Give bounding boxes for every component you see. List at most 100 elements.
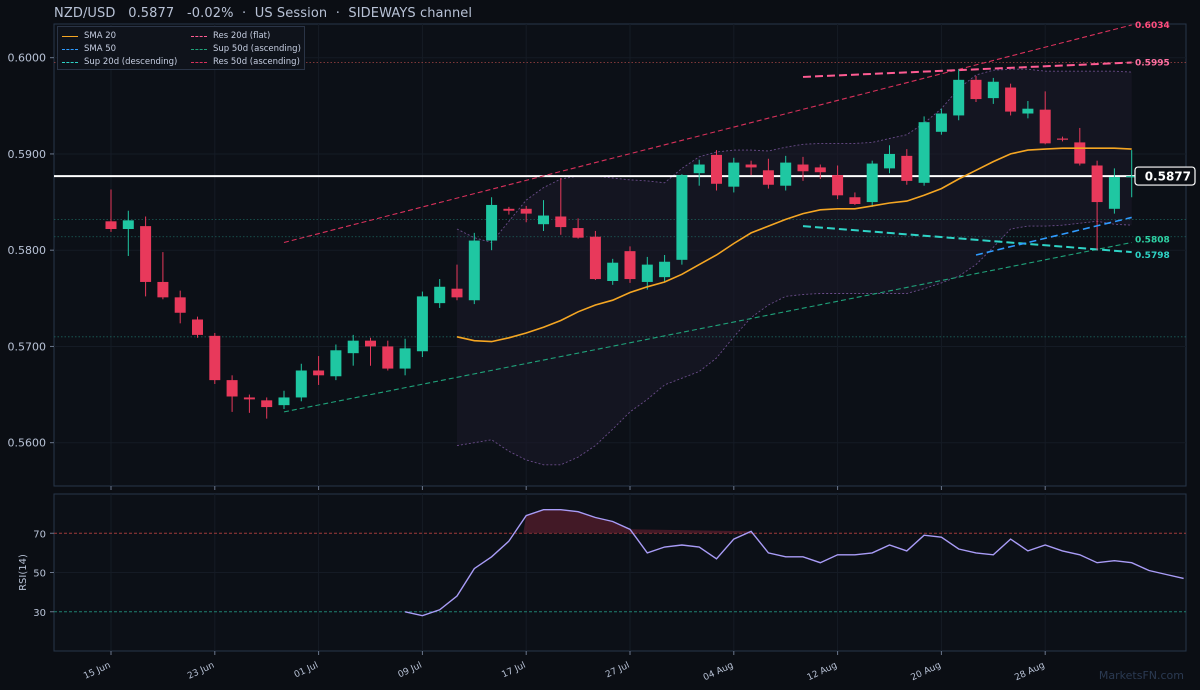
bollinger-lower-line: [456, 220, 1132, 466]
legend-swatch: [191, 61, 207, 63]
legend-label: Sup 50d (ascending): [213, 44, 301, 54]
candle-body: [347, 340, 359, 354]
candle-body: [122, 220, 134, 230]
level-lines-layer: [54, 62, 1186, 338]
legend-item-sup20: Sup 20d (descending): [62, 56, 177, 68]
candle-body: [330, 350, 342, 377]
rsi-layer: 30 50 70 RSI(14): [18, 509, 1186, 619]
trendline-sup-20d: [802, 225, 1132, 254]
candle-body: [987, 81, 999, 99]
candle-body: [313, 370, 325, 376]
candles-layer: [105, 69, 1138, 419]
candle-body: [434, 286, 446, 304]
candle-body: [728, 162, 740, 187]
candle-body: [659, 261, 671, 278]
candle-body: [624, 251, 636, 280]
price-tick-label: 0.5600: [8, 437, 47, 450]
candle-body: [382, 346, 394, 369]
candle-body: [538, 215, 549, 225]
legend-item-sup50: Sup 50d (ascending): [191, 43, 301, 55]
candle-body: [1126, 176, 1138, 178]
trendlines-layer: [283, 24, 1132, 413]
page-title: NZD/USD 0.5877 -0.02% · US Session · SID…: [54, 6, 473, 21]
candle-body: [192, 319, 203, 335]
candle-body: [278, 397, 290, 406]
legend-item-sma20: SMA 20: [62, 30, 116, 42]
level-label: 0.5798: [1135, 251, 1170, 261]
level-label: 0.5995: [1135, 59, 1170, 69]
candle-body: [451, 288, 463, 298]
candle-body: [762, 170, 774, 185]
rsi-tick-label: 50: [33, 569, 46, 580]
candle-body: [399, 348, 411, 369]
candle-body: [918, 122, 930, 183]
candle-body: [676, 175, 688, 260]
legend-label: SMA 50: [84, 44, 117, 54]
bollinger-upper-line: [456, 68, 1132, 244]
price-tick-label: 0.5900: [8, 148, 47, 161]
candle-body: [140, 226, 152, 282]
candle-body: [105, 221, 117, 230]
legend-swatch: [62, 48, 78, 50]
legend-label: Sup 20d (descending): [84, 57, 178, 67]
price-tick-label: 0.6000: [8, 52, 47, 65]
candle-body: [209, 335, 221, 381]
candle-body: [503, 208, 515, 211]
candle-body: [832, 175, 844, 196]
candle-body: [468, 240, 480, 301]
candle-body: [935, 113, 947, 132]
trendline-res-50d: [283, 24, 1132, 244]
candle-body: [174, 297, 186, 313]
candle-body: [849, 197, 861, 204]
candle-body: [295, 370, 307, 398]
legend-item-res20: Res 20d (flat): [191, 30, 270, 42]
candle-body: [416, 296, 428, 352]
trendline-sup-50d: [283, 241, 1132, 413]
level-label: 0.5808: [1135, 235, 1170, 245]
candle-body: [243, 397, 255, 400]
candle-body: [745, 164, 757, 168]
candle-body: [589, 236, 601, 280]
sma50-line: [975, 216, 1132, 256]
legend-label: SMA 20: [84, 31, 117, 41]
candle-body: [866, 163, 878, 203]
bollinger-band-fill: [457, 69, 1132, 465]
candle-body: [226, 380, 238, 397]
candle-body: [555, 216, 567, 228]
rsi-line: [404, 509, 1184, 617]
trendline-res-20d: [802, 61, 1132, 78]
rsi-overbought-fill: [523, 509, 755, 534]
candle-body: [520, 208, 532, 214]
level-labels-layer: 0.6034 0.5995 0.5808 0.5798 0.5877: [1134, 21, 1196, 261]
legend-label: Res 20d (flat): [213, 31, 271, 41]
level-label: 0.6034: [1135, 21, 1170, 31]
candle-body: [607, 262, 619, 281]
legend-swatch: [62, 35, 78, 37]
legend-item-sma50: SMA 50: [62, 43, 116, 55]
rsi-axis-label: RSI(14): [18, 554, 29, 591]
legend-item-res50: Res 50d (ascending): [191, 56, 300, 68]
candle-body: [157, 281, 169, 298]
candle-body: [1108, 177, 1120, 209]
legend-swatch: [191, 48, 207, 50]
legend-label: Res 50d (ascending): [213, 57, 300, 67]
bollinger-band-layer: [456, 68, 1132, 466]
candle-body: [814, 167, 826, 173]
candle-body: [970, 79, 982, 100]
price-tick-label: 0.5800: [8, 244, 47, 257]
candle-body: [1022, 108, 1034, 114]
candle-body: [261, 400, 273, 408]
legend-swatch: [191, 35, 207, 37]
candle-body: [884, 153, 895, 169]
watermark: MarketsFN.com: [1098, 669, 1184, 682]
rsi-tick-label: 30: [33, 608, 46, 619]
grid-layer: [54, 24, 1186, 651]
rsi-tick-label: 70: [33, 529, 46, 540]
sma20-line: [456, 147, 1132, 343]
candle-body: [780, 162, 792, 186]
candle-body: [711, 154, 722, 184]
last-price-box: [1134, 166, 1196, 186]
candle-body: [953, 79, 965, 116]
candle-body: [572, 228, 584, 238]
